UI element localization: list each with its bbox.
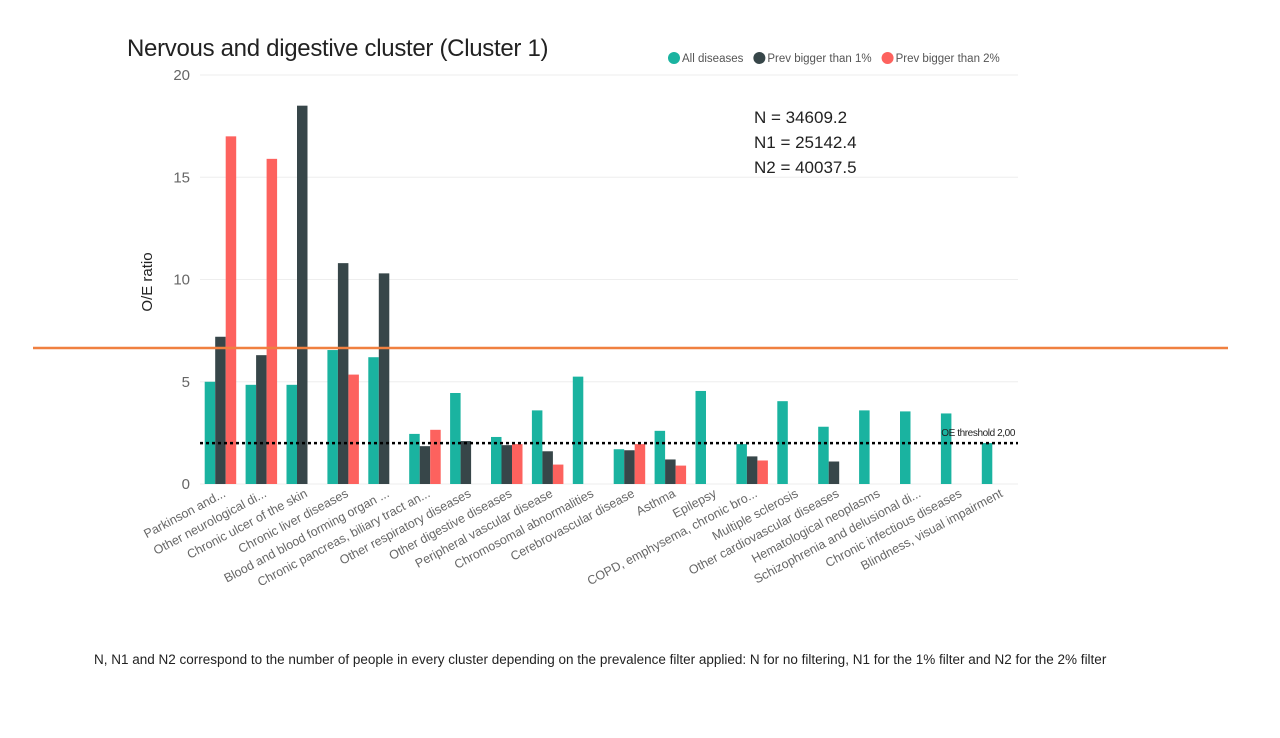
bar-1-3 xyxy=(337,263,349,484)
gridlines xyxy=(200,74,1018,485)
y-tick-label: 10 xyxy=(173,272,190,289)
legend: All diseases Prev bigger than 1% Prev bigg… xyxy=(668,52,1000,65)
bar-2-10 xyxy=(634,444,646,484)
bar-0-9 xyxy=(572,376,584,484)
legend-label: All diseases xyxy=(682,53,744,65)
bar-0-17 xyxy=(900,411,911,484)
bar-1-15 xyxy=(828,461,840,484)
legend-swatch xyxy=(753,52,766,64)
bar-1-5 xyxy=(419,446,431,484)
bar-0-15 xyxy=(818,426,829,484)
bar-1-11 xyxy=(665,459,676,484)
footnote: N, N1 and N2 correspond to the number of… xyxy=(94,652,1107,667)
bar-0-19 xyxy=(981,443,993,484)
bar-0-5 xyxy=(409,433,420,484)
n-annotations: N = 34609.2 N1 = 25142.4 N2 = 40037.5 xyxy=(754,108,857,177)
bar-2-1 xyxy=(266,158,278,484)
bar-2-0 xyxy=(225,136,237,484)
bar-0-2 xyxy=(286,384,297,484)
bar-1-7 xyxy=(501,445,512,484)
n-annotation: N2 = 40037.5 xyxy=(754,158,857,177)
bars xyxy=(204,105,993,485)
y-axis-label: O/E ratio xyxy=(139,252,156,311)
y-tick-label: 5 xyxy=(182,374,190,391)
legend-swatch xyxy=(881,52,894,64)
bar-0-13 xyxy=(736,444,747,484)
bar-0-11 xyxy=(654,430,666,484)
n-annotation: N1 = 25142.4 xyxy=(754,133,857,152)
bar-0-16 xyxy=(859,410,870,484)
bar-1-6 xyxy=(460,441,472,484)
bar-2-8 xyxy=(552,464,564,484)
bar-2-13 xyxy=(757,460,768,484)
bar-0-3 xyxy=(327,350,338,484)
legend-label: Prev bigger than 2% xyxy=(896,53,1000,65)
bar-0-7 xyxy=(491,436,502,484)
bar-1-0 xyxy=(215,336,226,484)
x-axis-categories: Parkinson and...Other neurological di...… xyxy=(142,486,1006,589)
bar-0-1 xyxy=(245,384,257,484)
bar-2-7 xyxy=(512,444,523,484)
y-tick-label: 0 xyxy=(182,476,190,493)
threshold: OE threshold 2,00 xyxy=(200,428,1018,445)
bar-0-0 xyxy=(204,381,216,484)
bar-0-18 xyxy=(940,413,952,484)
n-annotation: N = 34609.2 xyxy=(754,108,847,127)
y-tick-label: 20 xyxy=(173,67,190,84)
bar-0-4 xyxy=(368,357,379,484)
threshold-label: OE threshold 2,00 xyxy=(941,428,1016,439)
bar-0-8 xyxy=(531,410,543,484)
bar-2-3 xyxy=(348,374,359,484)
chart-title: Nervous and digestive cluster (Cluster 1… xyxy=(127,35,548,62)
x-category-label: Asthma xyxy=(634,486,678,518)
y-axis-ticks: 0 5 10 15 20 xyxy=(173,67,190,493)
y-tick-label: 15 xyxy=(173,169,190,186)
bar-1-2 xyxy=(297,105,308,485)
legend-label: Prev bigger than 1% xyxy=(767,53,871,65)
bar-2-11 xyxy=(675,465,687,484)
bar-2-5 xyxy=(430,429,441,484)
bar-1-1 xyxy=(256,355,267,484)
bar-1-13 xyxy=(746,456,758,484)
bar-0-10 xyxy=(613,449,625,484)
bar-1-4 xyxy=(378,273,390,484)
bar-0-12 xyxy=(695,390,706,484)
legend-swatch xyxy=(668,52,680,64)
bar-1-8 xyxy=(542,451,553,484)
bar-1-10 xyxy=(624,450,635,484)
bar-0-6 xyxy=(450,392,461,484)
